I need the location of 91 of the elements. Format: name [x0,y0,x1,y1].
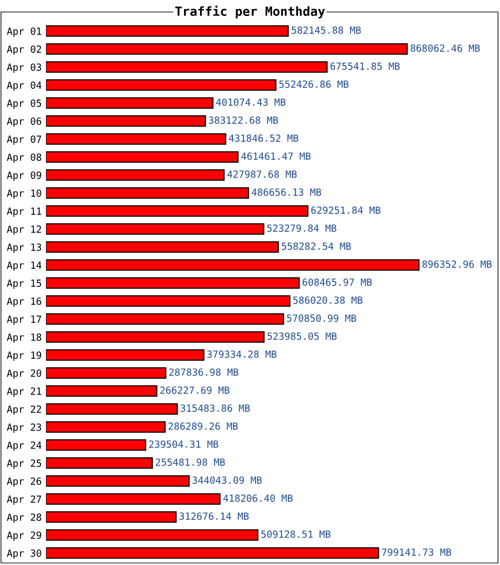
bar [46,403,178,415]
bar [46,223,264,235]
y-tick-label: Apr 06 [6,118,42,127]
bar [46,547,380,559]
bar [46,169,225,181]
y-tick-label: Apr 04 [6,82,42,91]
data-label: 255481.98 MB [156,458,225,466]
y-tick-label: Apr 21 [6,388,42,397]
bar [46,385,158,397]
y-tick-label: Apr 16 [6,298,42,307]
data-label: 401074.43 MB [216,98,286,106]
bar [46,43,408,55]
bar [46,205,308,217]
bar [46,241,279,253]
bar [46,259,420,271]
bar [46,97,214,109]
data-label: 418206.40 MB [223,494,293,502]
bar [46,79,276,91]
y-tick-label: Apr 30 [6,550,42,559]
data-label: 558282.54 MB [282,242,351,250]
data-label: 523985.05 MB [268,332,337,340]
y-tick-label: Apr 14 [6,262,42,271]
data-label: 570850.99 MB [287,314,356,322]
y-tick-label: Apr 02 [6,46,42,55]
y-tick-label: Apr 26 [6,478,42,487]
y-tick-label: Apr 05 [6,100,42,109]
data-label: 461461.47 MB [241,152,311,160]
y-tick-label: Apr 12 [6,226,42,235]
data-label: 431846.52 MB [228,134,298,142]
y-tick-label: Apr 08 [6,154,42,163]
data-label: 552426.86 MB [279,80,348,88]
bar [46,511,177,523]
y-tick-label: Apr 22 [6,406,42,415]
bar [46,313,284,325]
y-tick-label: Apr 24 [6,442,42,451]
bar [46,475,190,487]
y-tick-label: Apr 13 [6,244,42,253]
data-label: 629251.84 MB [311,206,380,214]
y-tick-label: Apr 01 [6,28,42,37]
data-label: 896352.96 MB [422,260,492,268]
data-label: 868062.46 MB [410,44,480,52]
data-label: 379334.28 MB [207,350,276,358]
y-tick-label: Apr 17 [6,316,42,325]
data-label: 287836.98 MB [169,368,238,376]
y-tick-label: Apr 10 [6,190,42,199]
bar [46,115,206,127]
data-label: 509128.51 MB [261,530,330,538]
data-label: 586020.38 MB [293,296,362,304]
data-label: 582145.88 MB [292,26,361,34]
data-label: 675541.85 MB [330,62,400,70]
bar [46,295,290,307]
y-tick-label: Apr 27 [6,496,42,505]
data-label: 523279.84 MB [267,224,336,232]
y-tick-label: Apr 15 [6,280,42,289]
data-label: 427987.68 MB [227,170,297,178]
data-label: 344043.09 MB [192,476,262,484]
y-tick-label: Apr 11 [6,208,42,217]
y-tick-label: Apr 25 [6,460,42,469]
bar [46,493,221,505]
bar [46,367,166,379]
y-tick-label: Apr 28 [6,514,42,523]
bar [46,277,300,289]
chart-title: Traffic per Monthday [175,6,325,18]
data-label: 312676.14 MB [180,512,249,520]
bar [46,133,226,145]
data-label: 286289.26 MB [168,422,238,430]
bar [46,187,250,199]
bar [46,61,328,73]
bar [46,439,146,451]
y-tick-label: Apr 20 [6,370,42,379]
data-label: 486656.13 MB [252,188,322,196]
y-tick-label: Apr 09 [6,172,42,181]
y-tick-label: Apr 23 [6,424,42,433]
bar [46,25,289,37]
bar [46,421,166,433]
bar [46,151,239,163]
data-label: 266227.69 MB [160,386,230,394]
data-label: 239504.31 MB [149,440,218,448]
data-label: 383122.68 MB [208,116,278,124]
bar [46,457,153,469]
y-tick-label: Apr 03 [6,64,42,73]
y-tick-label: Apr 29 [6,532,42,541]
y-tick-label: Apr 19 [6,352,42,361]
y-tick-label: Apr 07 [6,136,42,145]
data-label: 608465.97 MB [302,278,372,286]
data-label: 799141.73 MB [382,548,452,556]
bar [46,349,204,361]
bar [46,529,258,541]
y-tick-label: Apr 18 [6,334,42,343]
bar [46,331,265,343]
data-label: 315483.86 MB [180,404,250,412]
